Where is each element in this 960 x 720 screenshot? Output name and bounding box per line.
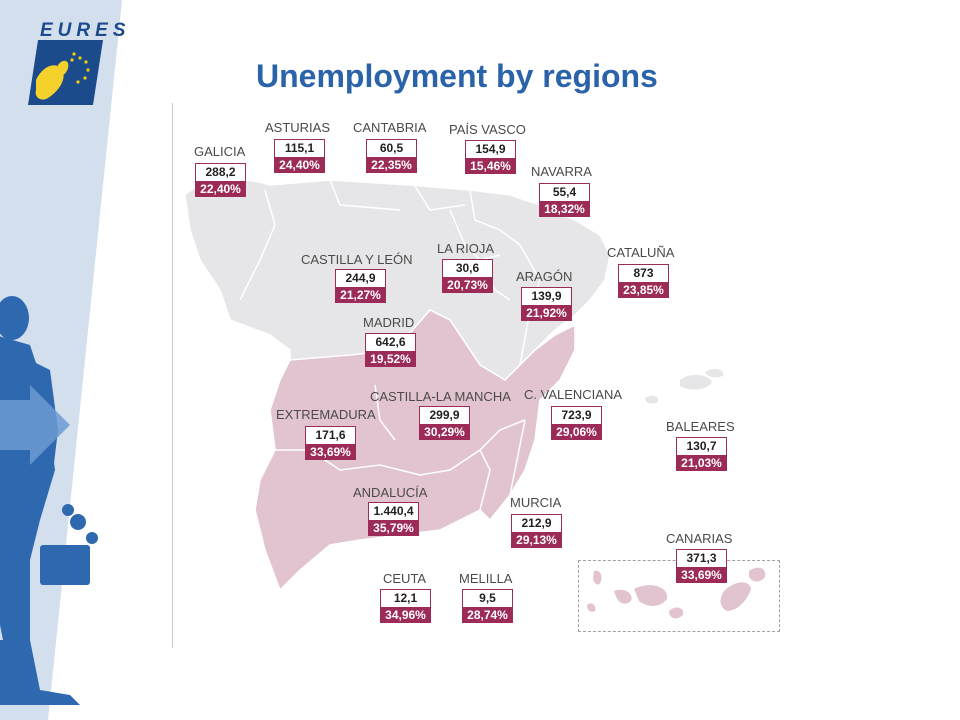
region-rate-aragon: 21,92% bbox=[521, 305, 572, 321]
region-rate-pais-vasco: 15,46% bbox=[465, 158, 516, 174]
region-rate-baleares: 21,03% bbox=[676, 455, 727, 471]
region-name-pais-vasco: PAÍS VASCO bbox=[449, 122, 526, 137]
region-value-box-cantabria: 60,5 22,35% bbox=[366, 139, 417, 173]
eures-logo: EURES bbox=[28, 20, 125, 110]
arrow-icon bbox=[0, 385, 70, 465]
region-value-box-cataluna: 873 23,85% bbox=[618, 264, 669, 298]
region-name-la-rioja: LA RIOJA bbox=[437, 241, 495, 256]
region-name-andalucia: ANDALUCÍA bbox=[353, 485, 428, 500]
region-value-box-melilla: 9,5 28,74% bbox=[462, 589, 513, 623]
region-value-box-navarra: 55,4 18,32% bbox=[539, 183, 590, 217]
region-value-box-aragon: 139,9 21,92% bbox=[521, 287, 572, 321]
region-name-castilla-leon: CASTILLA Y LEÓN bbox=[301, 252, 413, 267]
region-unemployed-navarra: 55,4 bbox=[539, 183, 590, 201]
page-title: Unemployment by regions bbox=[256, 58, 658, 94]
region-rate-galicia: 22,40% bbox=[195, 181, 246, 197]
region-unemployed-canarias: 371,3 bbox=[676, 549, 727, 567]
region-unemployed-aragon: 139,9 bbox=[521, 287, 572, 305]
region-rate-asturias: 24,40% bbox=[274, 157, 325, 173]
region-name-madrid: MADRID bbox=[363, 315, 415, 330]
region-name-murcia: MURCIA bbox=[510, 495, 562, 510]
region-name-cataluna: CATALUÑA bbox=[607, 245, 675, 260]
region-unemployed-c-valenciana: 723,9 bbox=[551, 406, 602, 424]
region-value-box-ceuta: 12,1 34,96% bbox=[380, 589, 431, 623]
region-unemployed-melilla: 9,5 bbox=[462, 589, 513, 607]
region-unemployed-castilla-leon: 244,9 bbox=[335, 269, 386, 287]
region-unemployed-pais-vasco: 154,9 bbox=[465, 140, 516, 158]
sidebar-decoration bbox=[0, 0, 122, 720]
region-name-ceuta: CEUTA bbox=[383, 571, 427, 586]
region-unemployed-madrid: 642,6 bbox=[365, 333, 416, 351]
region-rate-melilla: 28,74% bbox=[462, 607, 513, 623]
region-rate-andalucia: 35,79% bbox=[368, 520, 419, 536]
region-rate-ceuta: 34,96% bbox=[380, 607, 431, 623]
region-unemployed-extremadura: 171,6 bbox=[305, 426, 356, 444]
region-name-baleares: BALEARES bbox=[666, 419, 735, 434]
region-unemployed-andalucia: 1.440,4 bbox=[368, 502, 419, 520]
region-value-box-asturias: 115,1 24,40% bbox=[274, 139, 325, 173]
region-value-box-extremadura: 171,6 33,69% bbox=[305, 426, 356, 460]
region-name-asturias: ASTURIAS bbox=[265, 120, 331, 135]
region-value-box-castilla-la-mancha: 299,9 30,29% bbox=[419, 406, 470, 440]
region-rate-cataluna: 23,85% bbox=[618, 282, 669, 298]
region-rate-la-rioja: 20,73% bbox=[442, 277, 493, 293]
eures-logo-graphic bbox=[28, 40, 103, 105]
region-value-box-murcia: 212,9 29,13% bbox=[511, 514, 562, 548]
region-name-extremadura: EXTREMADURA bbox=[276, 407, 376, 422]
region-unemployed-baleares: 130,7 bbox=[676, 437, 727, 455]
map-baleares bbox=[645, 369, 724, 404]
region-value-box-castilla-leon: 244,9 21,27% bbox=[335, 269, 386, 303]
region-rate-navarra: 18,32% bbox=[539, 201, 590, 217]
region-value-box-canarias: 371,3 33,69% bbox=[676, 549, 727, 583]
region-name-castilla-la-mancha: CASTILLA-LA MANCHA bbox=[370, 389, 511, 404]
region-name-aragon: ARAGÓN bbox=[516, 269, 573, 284]
region-value-box-pais-vasco: 154,9 15,46% bbox=[465, 140, 516, 174]
region-unemployed-cataluna: 873 bbox=[618, 264, 669, 282]
region-unemployed-murcia: 212,9 bbox=[511, 514, 562, 532]
region-value-box-andalucia: 1.440,4 35,79% bbox=[368, 502, 419, 536]
region-unemployed-cantabria: 60,5 bbox=[366, 139, 417, 157]
region-rate-murcia: 29,13% bbox=[511, 532, 562, 548]
region-unemployed-ceuta: 12,1 bbox=[380, 589, 431, 607]
region-name-galicia: GALICIA bbox=[194, 144, 246, 159]
divider-line bbox=[172, 103, 173, 648]
region-name-navarra: NAVARRA bbox=[531, 164, 592, 179]
region-rate-extremadura: 33,69% bbox=[305, 444, 356, 460]
region-rate-cantabria: 22,35% bbox=[366, 157, 417, 173]
canarias-map bbox=[587, 567, 766, 619]
region-name-cantabria: CANTABRIA bbox=[353, 120, 427, 135]
region-unemployed-asturias: 115,1 bbox=[274, 139, 325, 157]
region-value-box-galicia: 288,2 22,40% bbox=[195, 163, 246, 197]
region-rate-canarias: 33,69% bbox=[676, 567, 727, 583]
region-value-box-madrid: 642,6 19,52% bbox=[365, 333, 416, 367]
region-unemployed-castilla-la-mancha: 299,9 bbox=[419, 406, 470, 424]
region-unemployed-la-rioja: 30,6 bbox=[442, 259, 493, 277]
region-name-melilla: MELILLA bbox=[459, 571, 513, 586]
region-name-canarias: CANARIAS bbox=[666, 531, 733, 546]
region-value-box-la-rioja: 30,6 20,73% bbox=[442, 259, 493, 293]
region-rate-c-valenciana: 29,06% bbox=[551, 424, 602, 440]
region-name-c-valenciana: C. VALENCIANA bbox=[524, 387, 623, 402]
region-value-box-baleares: 130,7 21,03% bbox=[676, 437, 727, 471]
eures-logo-text: EURES bbox=[40, 20, 131, 41]
region-unemployed-galicia: 288,2 bbox=[195, 163, 246, 181]
region-rate-castilla-la-mancha: 30,29% bbox=[419, 424, 470, 440]
plant-icon bbox=[40, 504, 98, 585]
region-rate-madrid: 19,52% bbox=[365, 351, 416, 367]
region-value-box-c-valenciana: 723,9 29,06% bbox=[551, 406, 602, 440]
region-rate-castilla-leon: 21,27% bbox=[335, 287, 386, 303]
